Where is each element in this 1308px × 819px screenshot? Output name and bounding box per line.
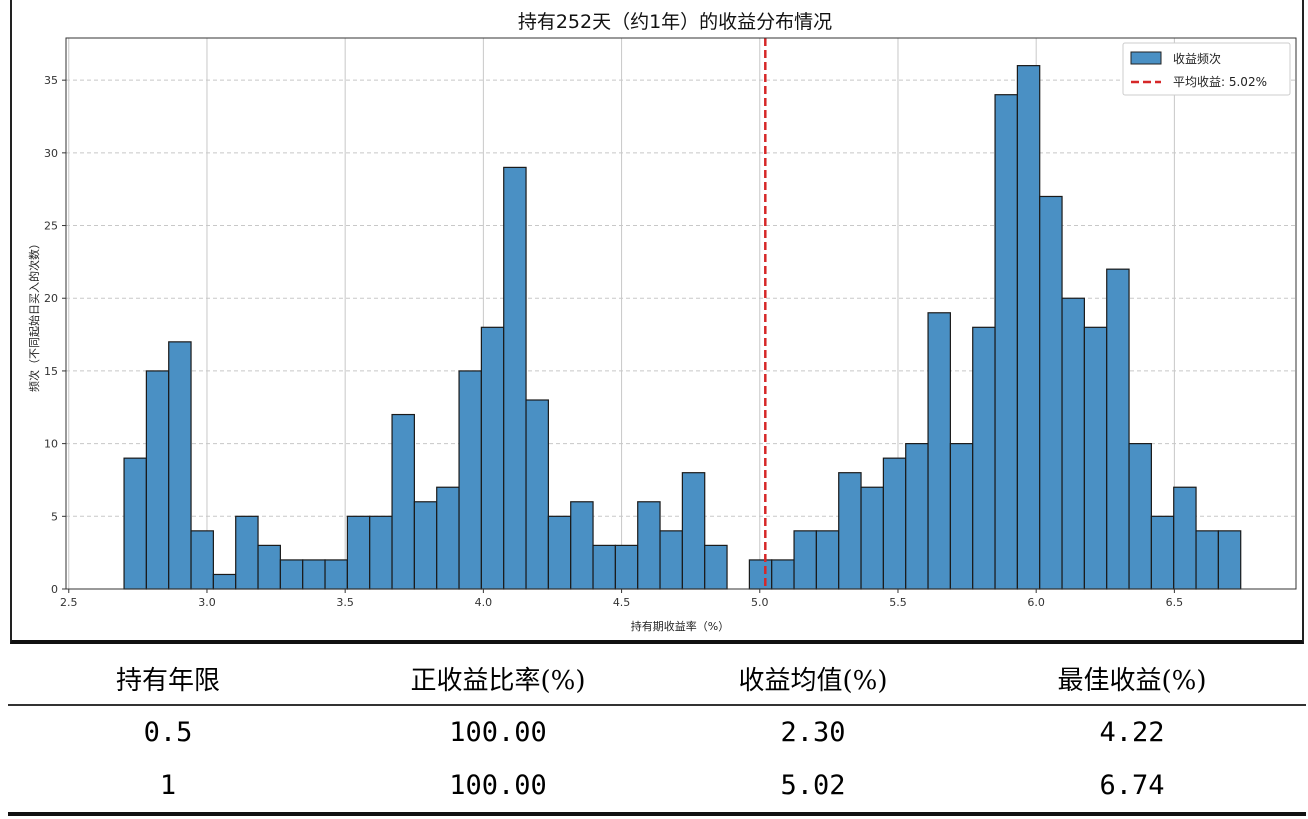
table-row: 0.5 100.00 2.30 4.22	[8, 706, 1306, 758]
histogram-bar	[570, 501, 594, 590]
histogram-bar	[927, 312, 951, 590]
histogram-bar	[168, 341, 192, 590]
histogram-bar	[949, 443, 974, 590]
histogram-bar	[346, 515, 371, 590]
x-tick-label: 6.5	[1166, 596, 1184, 609]
histogram-bar	[257, 544, 281, 590]
histogram-bar	[659, 530, 683, 590]
chart-frame	[10, 0, 1304, 644]
table-cell: 4.22	[1099, 716, 1165, 748]
histogram-bar	[815, 530, 840, 590]
histogram-bar	[503, 166, 527, 590]
y-tick-label: 0	[51, 583, 58, 596]
histogram-bar	[614, 544, 639, 590]
histogram-bar	[190, 530, 214, 590]
histogram-bar	[882, 457, 907, 590]
table-cell: 6.74	[1099, 769, 1165, 801]
x-tick-label: 2.5	[60, 596, 78, 609]
histogram-bar	[436, 486, 460, 590]
histogram-bar	[525, 399, 549, 590]
histogram-bar	[458, 370, 482, 590]
histogram-bar	[279, 559, 304, 590]
histogram-bar	[123, 457, 147, 590]
y-tick-label: 5	[51, 510, 58, 523]
y-tick-label: 25	[44, 220, 58, 233]
histogram-bar	[838, 472, 862, 590]
histogram-bar	[1061, 297, 1085, 590]
histogram-bar	[302, 559, 326, 590]
table-cell: 100.00	[449, 769, 547, 801]
histogram-bar	[681, 472, 706, 590]
histogram-bar	[1016, 65, 1041, 590]
ticks: 2.5 3.0 3.5 4.0 4.5 5.0 5.5 6.0 6.5 0 5 10 15 20 25 30 3…	[44, 74, 1183, 609]
histogram-bar	[1083, 326, 1108, 590]
header-cell: 收益均值(%)	[738, 665, 888, 696]
histogram-bar	[369, 515, 393, 590]
table-cell: 100.00	[449, 716, 547, 748]
table-header: 持有年限 正收益比率(%) 收益均值(%) 最佳收益(%)	[8, 652, 1306, 706]
histogram-bar	[324, 559, 348, 590]
histogram-bar	[1128, 443, 1152, 590]
histogram-bar	[480, 326, 505, 590]
x-tick-label: 5.5	[889, 596, 907, 609]
y-tick-label: 30	[44, 147, 58, 160]
table-cell: 2.30	[780, 716, 846, 748]
x-tick-label: 3.0	[198, 596, 216, 609]
histogram-bar	[771, 559, 795, 590]
histogram-bar	[748, 559, 773, 590]
plot-border	[65, 37, 1297, 590]
histogram-bar	[1150, 515, 1175, 590]
histogram-bar	[413, 501, 438, 590]
histogram-bar	[1217, 530, 1242, 590]
histogram-bar	[860, 486, 884, 590]
table-cell: 0.5	[143, 716, 193, 748]
legend-label-bars: 收益频次	[1173, 52, 1221, 66]
histogram-bar	[212, 573, 237, 590]
histogram-bar	[704, 544, 728, 590]
histogram-bar	[905, 443, 929, 590]
table-row: 1 100.00 5.02 6.74	[8, 758, 1306, 816]
header-cell: 正收益比率(%)	[410, 665, 586, 696]
x-tick-label: 3.5	[336, 596, 354, 609]
header-cell: 持有年限	[115, 665, 220, 696]
histogram-bar	[1173, 486, 1197, 590]
x-tick-label: 6.0	[1027, 596, 1045, 609]
legend-label-mean: 平均收益: 5.02%	[1173, 75, 1267, 89]
legend: 收益频次 平均收益: 5.02%	[1122, 42, 1291, 96]
x-tick-label: 4.0	[475, 596, 493, 609]
histogram-bar	[145, 370, 170, 590]
histogram-bar	[1106, 268, 1130, 590]
histogram-bar	[1039, 195, 1063, 590]
chart-title: 持有252天（约1年）的收益分布情况	[518, 11, 832, 33]
histogram-bar	[235, 515, 259, 590]
histogram-bar	[592, 544, 616, 590]
y-axis-label: 频次（不同起始日买入的次数）	[27, 238, 41, 392]
y-tick-label: 15	[44, 365, 58, 378]
bars	[123, 65, 1242, 590]
legend-swatch-bars	[1130, 51, 1162, 65]
histogram-bar	[793, 530, 817, 590]
histogram-bar	[972, 326, 996, 590]
histogram-bar	[994, 94, 1018, 590]
y-tick-label: 10	[44, 438, 58, 451]
header-cell: 最佳收益(%)	[1057, 665, 1207, 696]
y-tick-label: 35	[44, 74, 58, 87]
x-axis-label: 持有期收益率（%）	[631, 619, 729, 633]
histogram-bar	[637, 501, 661, 590]
table-cell: 1	[159, 769, 177, 801]
x-tick-label: 5.0	[751, 596, 769, 609]
x-tick-label: 4.5	[613, 596, 631, 609]
y-tick-label: 20	[44, 292, 58, 305]
summary-table: 持有年限 正收益比率(%) 收益均值(%) 最佳收益(%) 0.5 100.00…	[8, 652, 1306, 816]
histogram-bar	[391, 413, 415, 590]
histogram-chart: 持有252天（约1年）的收益分布情况 2.5 3.0 3.5 4.0 4.5 5.0 5.5…	[27, 11, 1297, 633]
histogram-bar	[547, 515, 572, 590]
table-cell: 5.02	[780, 769, 846, 801]
histogram-bar	[1195, 530, 1219, 590]
